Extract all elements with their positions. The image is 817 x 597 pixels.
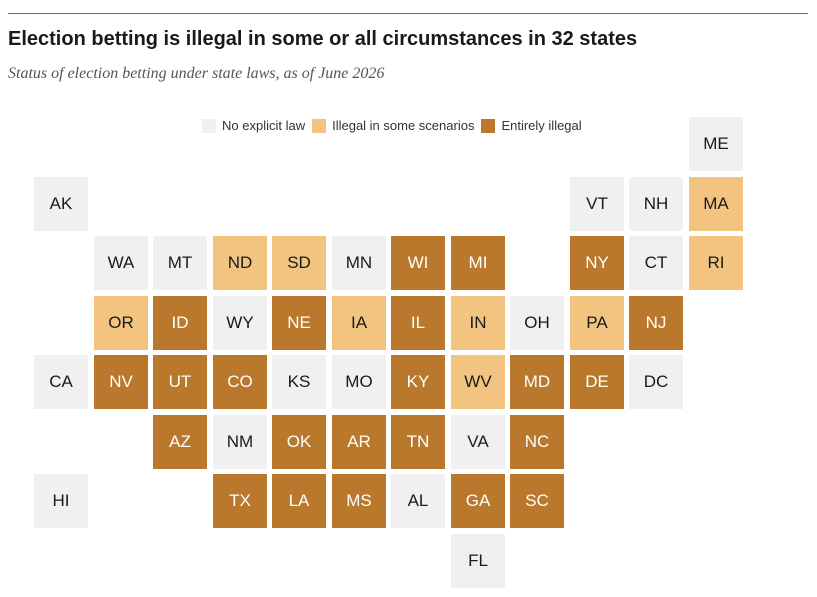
state-tile-sc: SC — [510, 474, 564, 528]
state-tile-nd: ND — [213, 236, 267, 290]
state-tile-tx: TX — [213, 474, 267, 528]
state-tile-ca: CA — [34, 355, 88, 409]
state-tile-az: AZ — [153, 415, 207, 469]
state-tile-ok: OK — [272, 415, 326, 469]
legend-item-all: Entirely illegal — [481, 118, 582, 133]
state-tile-id: ID — [153, 296, 207, 350]
state-tile-ia: IA — [332, 296, 386, 350]
state-tile-nh: NH — [629, 177, 683, 231]
legend-item-some: Illegal in some scenarios — [312, 118, 474, 133]
state-tile-oh: OH — [510, 296, 564, 350]
legend-label-some: Illegal in some scenarios — [332, 118, 475, 133]
state-tile-ma: MA — [689, 177, 743, 231]
state-tile-ut: UT — [153, 355, 207, 409]
state-tile-ny: NY — [570, 236, 624, 290]
top-rule — [8, 13, 808, 14]
legend-label-all: Entirely illegal — [501, 118, 582, 133]
state-tile-pa: PA — [570, 296, 624, 350]
state-tile-mt: MT — [153, 236, 207, 290]
state-tile-or: OR — [94, 296, 148, 350]
state-tile-wv: WV — [451, 355, 505, 409]
state-tile-ri: RI — [689, 236, 743, 290]
legend-swatch-all — [481, 118, 496, 133]
state-tile-va: VA — [451, 415, 505, 469]
legend: No explicit law Illegal in some scenario… — [202, 118, 589, 133]
state-tile-nc: NC — [510, 415, 564, 469]
state-tile-ct: CT — [629, 236, 683, 290]
state-tile-ga: GA — [451, 474, 505, 528]
state-tile-al: AL — [391, 474, 445, 528]
chart-subtitle: Status of election betting under state l… — [8, 65, 385, 82]
state-tile-mo: MO — [332, 355, 386, 409]
state-tile-me: ME — [689, 117, 743, 171]
state-tile-in: IN — [451, 296, 505, 350]
state-tile-mn: MN — [332, 236, 386, 290]
state-tile-fl: FL — [451, 534, 505, 588]
state-tile-ne: NE — [272, 296, 326, 350]
state-tile-ar: AR — [332, 415, 386, 469]
state-tile-ky: KY — [391, 355, 445, 409]
state-tile-hi: HI — [34, 474, 88, 528]
legend-item-no-law: No explicit law — [202, 118, 305, 133]
state-tile-co: CO — [213, 355, 267, 409]
state-tile-tn: TN — [391, 415, 445, 469]
state-tile-nm: NM — [213, 415, 267, 469]
legend-swatch-no-law — [202, 118, 216, 133]
state-tile-nv: NV — [94, 355, 148, 409]
chart-title: Election betting is illegal in some or a… — [8, 28, 638, 50]
legend-swatch-some — [312, 118, 327, 133]
legend-label-no-law: No explicit law — [222, 118, 306, 133]
state-tile-la: LA — [272, 474, 326, 528]
state-tile-ak: AK — [34, 177, 88, 231]
state-tile-mi: MI — [451, 236, 505, 290]
state-tile-de: DE — [570, 355, 624, 409]
state-tile-wa: WA — [94, 236, 148, 290]
state-tile-dc: DC — [629, 355, 683, 409]
state-tile-md: MD — [510, 355, 564, 409]
state-tile-ms: MS — [332, 474, 386, 528]
state-tile-wi: WI — [391, 236, 445, 290]
state-tile-il: IL — [391, 296, 445, 350]
state-tile-wy: WY — [213, 296, 267, 350]
state-tile-sd: SD — [272, 236, 326, 290]
state-tile-nj: NJ — [629, 296, 683, 350]
state-tile-vt: VT — [570, 177, 624, 231]
state-tile-ks: KS — [272, 355, 326, 409]
